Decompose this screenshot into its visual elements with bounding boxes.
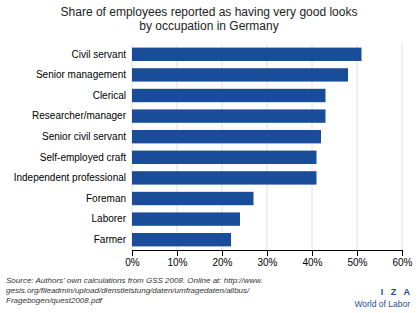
grid-line bbox=[402, 44, 403, 250]
x-tick-mark bbox=[132, 250, 133, 256]
y-tick-label: Farmer bbox=[94, 234, 127, 245]
y-tick: Clerical bbox=[93, 90, 126, 101]
chart: Share of employees reported as having ve… bbox=[0, 0, 418, 313]
x-tick: 50% bbox=[347, 250, 367, 268]
y-tick: Foreman bbox=[86, 193, 126, 204]
bar bbox=[132, 171, 317, 184]
x-tick: 60% bbox=[392, 250, 412, 268]
bar bbox=[132, 109, 326, 122]
x-tick-label: 40% bbox=[302, 257, 322, 268]
y-tick-label: Self-employed craft bbox=[40, 152, 126, 163]
x-tick-label: 60% bbox=[392, 257, 412, 268]
grid bbox=[132, 44, 402, 250]
x-axis-line bbox=[133, 251, 403, 257]
bar bbox=[132, 192, 254, 205]
bar bbox=[132, 151, 317, 164]
y-axis: Farmer Laborer Foreman Independent professi… bbox=[14, 49, 127, 245]
title: Share of employees reported as having ve… bbox=[61, 5, 358, 33]
bar bbox=[132, 68, 348, 81]
y-tick: Senior management bbox=[36, 69, 126, 80]
x-tick: 10% bbox=[167, 250, 187, 268]
brand-label: I Z A bbox=[381, 287, 411, 297]
y-tick: Independent professional bbox=[14, 172, 126, 183]
x-tick: 40% bbox=[302, 250, 322, 268]
x-tick-mark bbox=[267, 250, 268, 256]
plot: 0% 10% 20% 30% 40% 50% 60% Farmer Laborer Foreman… bbox=[14, 44, 413, 268]
bar bbox=[132, 233, 231, 246]
y-tick-label: Laborer bbox=[92, 213, 127, 224]
y-tick: Self-employed craft bbox=[40, 152, 126, 163]
y-tick-label: Civil servant bbox=[72, 49, 127, 60]
x-tick-mark bbox=[222, 250, 223, 256]
source-note: Source: Authors' own calculations from G… bbox=[6, 276, 263, 305]
y-tick-label: Clerical bbox=[93, 90, 126, 101]
x-tick: 0% bbox=[125, 250, 140, 268]
y-tick-label: Independent professional bbox=[14, 172, 126, 183]
x-tick-label: 10% bbox=[167, 257, 187, 268]
y-tick-label: Senior management bbox=[36, 69, 126, 80]
x-tick-label: 30% bbox=[257, 257, 277, 268]
bar bbox=[132, 48, 362, 61]
x-tick-mark bbox=[177, 250, 178, 256]
y-tick: Researcher/manager bbox=[32, 110, 127, 121]
bars bbox=[132, 48, 362, 247]
y-tick: Civil servant bbox=[72, 49, 127, 60]
bar bbox=[132, 212, 240, 225]
x-tick-label: 50% bbox=[347, 257, 367, 268]
x-tick-label: 0% bbox=[125, 257, 140, 268]
x-tick-mark bbox=[312, 250, 313, 256]
brand-sublabel: World of Labor bbox=[354, 299, 410, 309]
y-tick: Senior civil servant bbox=[42, 131, 126, 142]
bar bbox=[132, 130, 321, 143]
grid-line bbox=[357, 44, 358, 250]
x-tick: 20% bbox=[212, 250, 232, 268]
x-axis: 0% 10% 20% 30% 40% 50% 60% bbox=[125, 250, 412, 268]
y-tick-label: Foreman bbox=[86, 193, 126, 204]
y-tick-label: Researcher/manager bbox=[32, 110, 127, 121]
x-tick: 30% bbox=[257, 250, 277, 268]
y-tick: Laborer bbox=[92, 213, 127, 224]
bar bbox=[132, 89, 326, 102]
x-tick-mark bbox=[402, 250, 403, 256]
x-tick-label: 20% bbox=[212, 257, 232, 268]
x-tick-mark bbox=[357, 250, 358, 256]
y-tick-label: Senior civil servant bbox=[42, 131, 126, 142]
y-tick: Farmer bbox=[94, 234, 127, 245]
